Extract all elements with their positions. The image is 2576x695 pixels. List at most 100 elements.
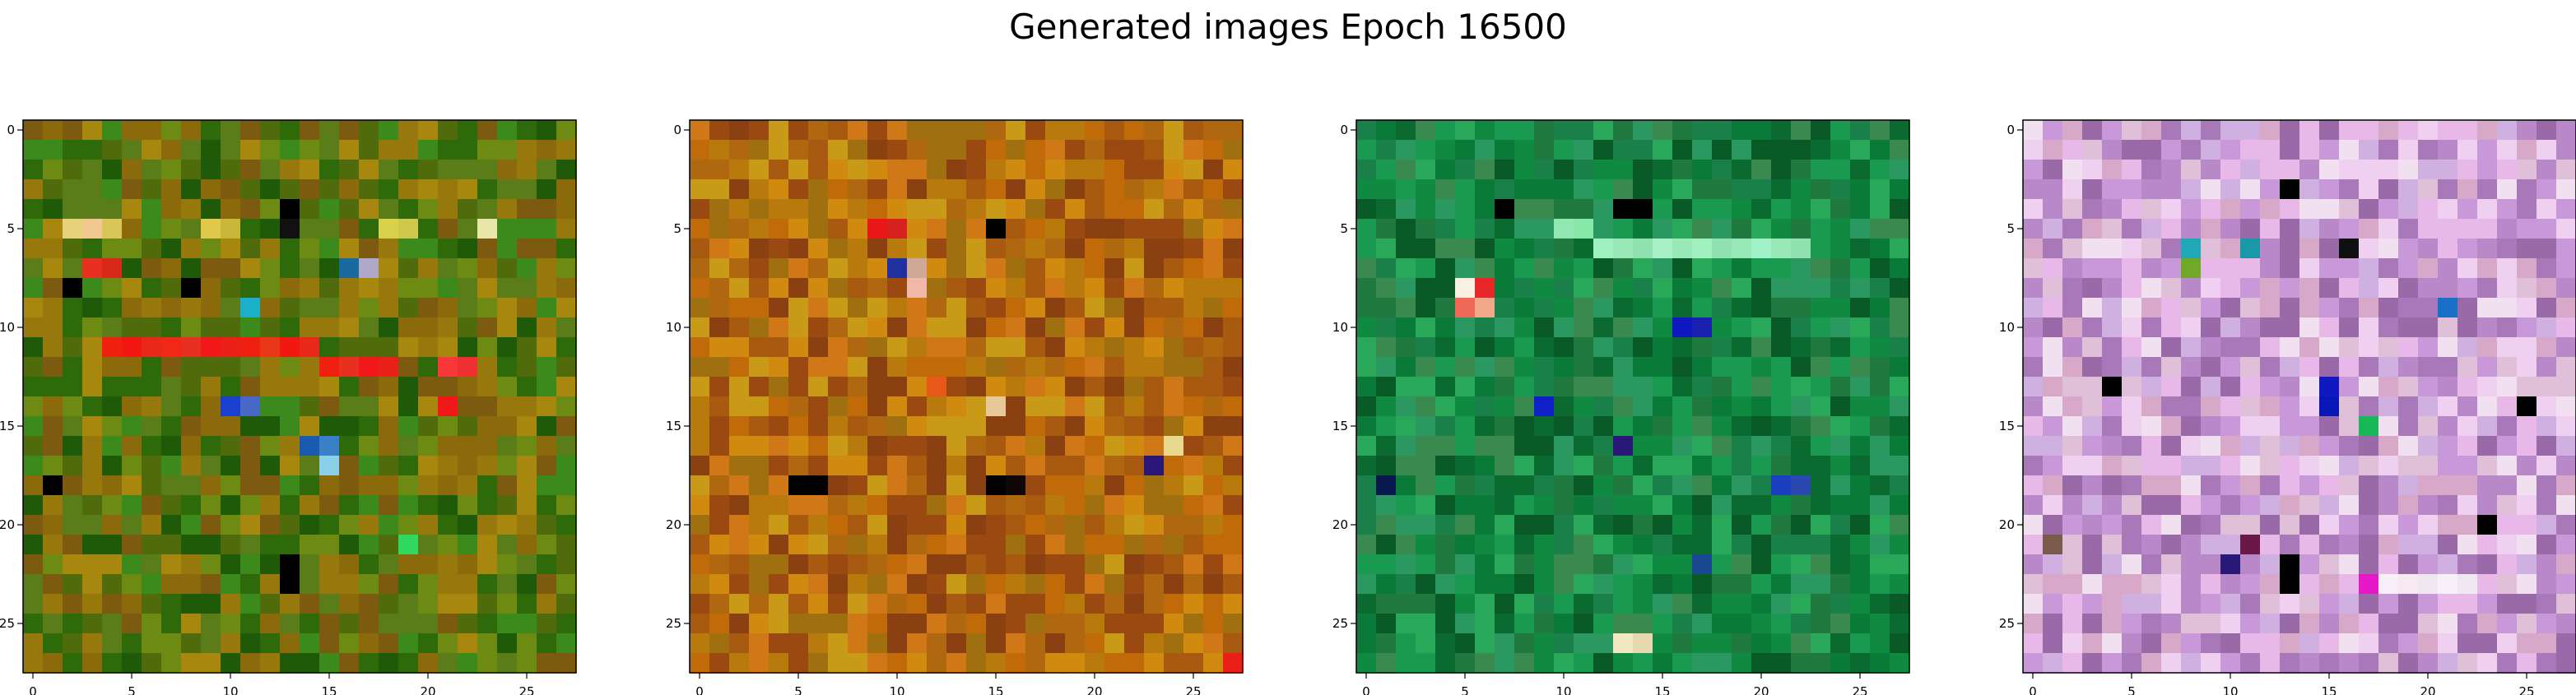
pixel: [122, 258, 142, 279]
pixel: [240, 653, 261, 674]
pixel: [1144, 554, 1165, 575]
pixel: [2438, 258, 2458, 279]
pixel: [102, 614, 123, 634]
pixel: [221, 574, 241, 595]
pixel: [300, 475, 320, 496]
pixel: [477, 416, 498, 437]
pixel: [1732, 337, 1752, 358]
pixel: [2260, 475, 2281, 496]
pixel: [201, 357, 221, 378]
pixel: [2359, 495, 2379, 516]
pixel: [1025, 416, 1046, 437]
pixel: [1771, 475, 1792, 496]
pixel: [808, 140, 829, 160]
pixel: [848, 239, 868, 259]
pixel: [181, 377, 202, 397]
pixel: [2319, 357, 2340, 378]
pixel: [2240, 614, 2261, 634]
pixel: [1791, 140, 1811, 160]
pixel: [339, 179, 360, 200]
pixel: [517, 535, 537, 555]
pixel: [82, 535, 103, 555]
pixel: [2082, 357, 2103, 378]
pixel: [1495, 574, 1515, 595]
pixel: [2280, 456, 2300, 476]
pixel: [23, 140, 44, 160]
pixel: [2220, 120, 2241, 141]
pixel: [1692, 179, 1713, 200]
pixel: [2240, 219, 2261, 239]
pixel: [690, 475, 710, 496]
pixel: [1006, 160, 1026, 180]
pixel: [2280, 515, 2300, 535]
pixel: [1830, 278, 1851, 299]
pixel: [398, 396, 419, 417]
pixel: [2497, 495, 2518, 516]
pixel: [82, 416, 103, 437]
pixel: [1633, 140, 1653, 160]
pixel: [2536, 278, 2557, 299]
pixel: [537, 337, 557, 358]
pixel: [1554, 416, 1574, 437]
pixel: [181, 199, 202, 220]
pixel: [1672, 633, 1693, 654]
pixel: [907, 160, 928, 180]
pixel: [2181, 594, 2202, 614]
pixel: [1144, 535, 1165, 555]
pixel: [398, 179, 419, 200]
pixel: [1065, 535, 1086, 555]
pixel: [497, 317, 518, 338]
pixel: [986, 633, 1007, 654]
pixel: [1025, 140, 1046, 160]
pixel: [1183, 436, 1204, 456]
pixel: [1653, 614, 1673, 634]
pixel: [63, 554, 83, 575]
pixel: [2260, 258, 2281, 279]
pixel: [260, 475, 281, 496]
pixel: [1183, 179, 1204, 200]
pixel: [1085, 535, 1105, 555]
pixel: [517, 140, 537, 160]
pixel: [517, 614, 537, 634]
pixel: [418, 594, 439, 614]
pixel: [339, 554, 360, 575]
pixel: [1574, 357, 1594, 378]
pixel: [1065, 614, 1086, 634]
pixel: [1025, 475, 1046, 496]
pixel: [477, 495, 498, 516]
pixel: [2418, 298, 2439, 318]
pixel: [122, 219, 142, 239]
pixel: [142, 416, 162, 437]
pixel: [1495, 160, 1515, 180]
pixel: [438, 574, 458, 595]
pixel: [1514, 357, 1535, 378]
pixel: [927, 219, 947, 239]
pixel: [2023, 416, 2044, 437]
pixel: [1811, 160, 1831, 180]
pixel: [2339, 396, 2360, 417]
pixel: [690, 574, 710, 595]
pixel: [1732, 535, 1752, 555]
pixel: [887, 258, 908, 279]
pixel: [1223, 179, 1244, 200]
pixel: [517, 219, 537, 239]
pixel: [2517, 298, 2537, 318]
pixel: [477, 456, 498, 476]
pixel: [1514, 574, 1535, 595]
pixel: [161, 160, 182, 180]
pixel: [690, 219, 710, 239]
pixel: [63, 436, 83, 456]
pixel: [201, 535, 221, 555]
pixel: [2240, 495, 2261, 516]
pixel: [1672, 436, 1693, 456]
pixel: [1890, 614, 1910, 634]
pixel: [788, 396, 809, 417]
pixel: [319, 475, 340, 496]
pixel: [122, 278, 142, 299]
pixel: [1144, 456, 1165, 476]
pixel: [1850, 120, 1871, 141]
pixel: [497, 653, 518, 674]
pixel: [788, 574, 809, 595]
pixel: [1495, 456, 1515, 476]
pixel: [2201, 436, 2221, 456]
